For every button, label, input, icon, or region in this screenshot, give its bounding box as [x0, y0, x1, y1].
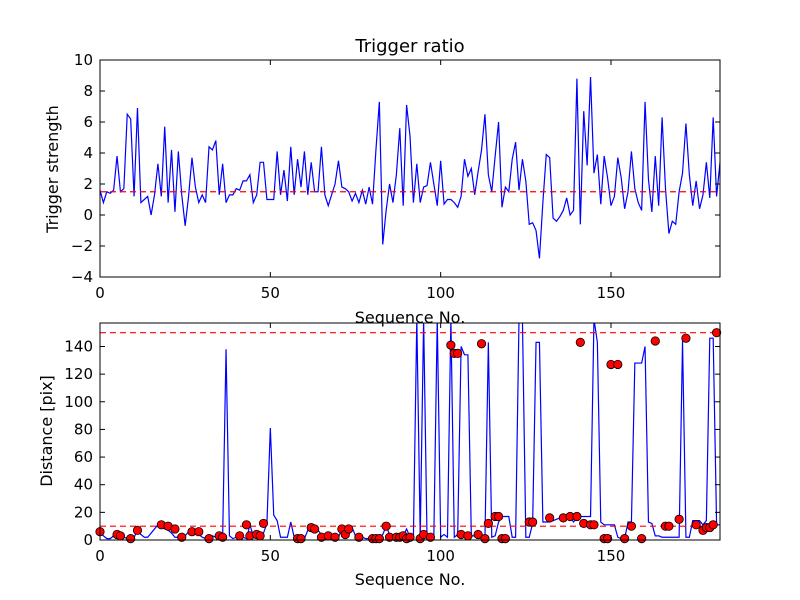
- data-marker: [115, 531, 126, 541]
- data-marker: [613, 359, 623, 370]
- data-marker: [446, 340, 456, 350]
- y-tick-label: 10: [74, 51, 93, 69]
- data-marker: [575, 337, 585, 347]
- data-marker: [194, 527, 204, 537]
- data-marker: [255, 531, 265, 541]
- y-tick-label: 20: [74, 503, 93, 521]
- y-axis-label: Distance [pix]: [37, 375, 56, 487]
- data-marker: [589, 520, 599, 530]
- data-marker: [664, 521, 674, 531]
- data-marker: [177, 532, 187, 542]
- y-tick-label: 8: [83, 82, 93, 100]
- data-marker: [463, 531, 473, 541]
- y-tick-label: −4: [71, 268, 93, 286]
- data-marker: [572, 511, 582, 522]
- x-tick-label: 100: [426, 547, 455, 565]
- y-tick-label: −2: [71, 237, 93, 255]
- data-marker: [126, 534, 136, 544]
- data-marker: [480, 534, 490, 544]
- distance-panel: 0 20 40 60 80 100 120 140 0 50 100 150 Sequence No…: [37, 322, 722, 589]
- threshold-lines-group: [100, 332, 720, 527]
- data-marker: [374, 534, 384, 544]
- data-marker: [620, 534, 630, 544]
- x-tick-label: 50: [261, 547, 280, 565]
- data-marker: [483, 518, 493, 529]
- x-axis-label: Sequence No.: [355, 308, 466, 327]
- y-tick-label: 6: [83, 113, 93, 131]
- y-tick-label: 100: [64, 393, 93, 411]
- data-marker: [381, 521, 391, 531]
- data-marker: [674, 514, 684, 524]
- data-marker: [235, 531, 245, 541]
- y-tick-label: 60: [74, 448, 93, 466]
- y-tick-label: 140: [64, 337, 93, 355]
- data-marker: [602, 534, 613, 544]
- data-marker: [218, 532, 228, 542]
- y-axis-ticks: −4 −2 0 2 4 6 8 10: [71, 51, 720, 286]
- data-marker: [691, 520, 701, 530]
- data-marker: [545, 513, 555, 523]
- x-tick-label: 0: [95, 547, 105, 565]
- series-line-0: [100, 77, 720, 259]
- y-tick-label: 2: [83, 175, 93, 193]
- data-marker: [344, 524, 354, 534]
- data-marker: [330, 532, 340, 542]
- x-tick-label: 50: [261, 284, 280, 302]
- x-axis-ticks: 0 50 100 150: [95, 323, 625, 565]
- data-marker: [354, 532, 364, 542]
- y-axis-label: Trigger strength: [43, 105, 62, 234]
- y-axis-ticks: 0 20 40 60 80 100 120 140: [64, 337, 720, 549]
- y-tick-label: 0: [83, 206, 93, 224]
- y-tick-label: 80: [74, 420, 93, 438]
- data-marker: [637, 534, 647, 544]
- x-axis-ticks: 0 50 100 150: [95, 60, 625, 302]
- trigger-series-group: [100, 77, 720, 259]
- data-marker: [204, 534, 214, 544]
- x-tick-label: 150: [597, 547, 626, 565]
- y-tick-label: 40: [74, 476, 93, 494]
- data-marker: [241, 520, 252, 530]
- plot-frame: [99, 59, 721, 278]
- data-marker: [453, 348, 463, 359]
- data-marker: [626, 521, 637, 531]
- data-marker: [650, 336, 660, 346]
- x-tick-label: 150: [597, 284, 626, 302]
- y-tick-label: 0: [83, 531, 93, 549]
- data-marker: [258, 518, 269, 529]
- data-marker: [310, 524, 320, 534]
- data-marker: [681, 333, 691, 343]
- data-marker: [493, 511, 504, 522]
- x-axis-label: Sequence No.: [355, 570, 466, 589]
- data-marker: [708, 520, 718, 530]
- marker-group: [95, 328, 722, 544]
- plot-frame: [99, 322, 721, 541]
- data-marker: [296, 534, 306, 544]
- data-marker: [528, 517, 538, 527]
- data-marker: [473, 529, 483, 540]
- x-tick-label: 100: [426, 284, 455, 302]
- data-marker: [425, 532, 436, 542]
- data-marker: [132, 525, 143, 535]
- y-tick-label: 4: [83, 144, 93, 162]
- trigger-ratio-panel: Trigger ratio −4 −2 0 2 4 6 8 10 0 50 100 150 Sequ…: [43, 36, 721, 327]
- x-tick-label: 0: [95, 284, 105, 302]
- data-marker: [405, 532, 415, 542]
- chart-title: Trigger ratio: [354, 36, 464, 57]
- data-marker: [170, 524, 180, 534]
- data-marker: [711, 328, 722, 338]
- data-marker: [476, 339, 487, 349]
- y-tick-label: 120: [64, 365, 93, 383]
- data-marker: [500, 534, 510, 544]
